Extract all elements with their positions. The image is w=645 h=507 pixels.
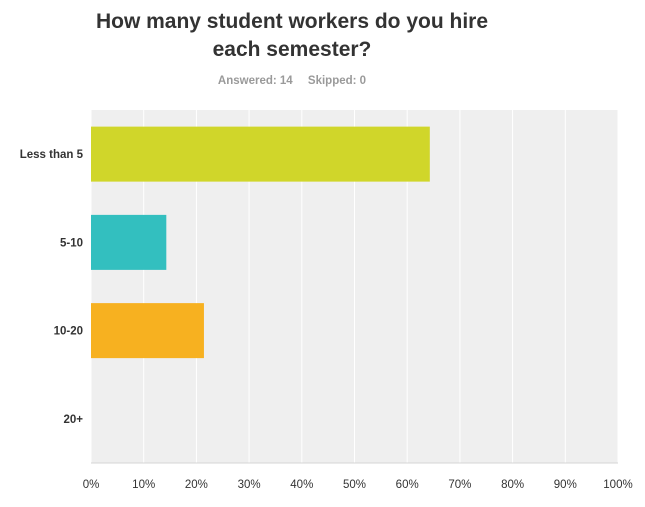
x-tick-label: 40% bbox=[290, 479, 313, 491]
chart-title: How many student workers do you hire eac… bbox=[0, 8, 584, 64]
skipped-count: Skipped: 0 bbox=[307, 75, 367, 87]
chart-title-line-1: How many student workers do you hire bbox=[95, 10, 489, 33]
x-tick-label: 80% bbox=[501, 479, 524, 491]
category-label: 20+ bbox=[63, 414, 83, 426]
x-tick-label: 100% bbox=[603, 479, 632, 491]
answered-count: Answered: 14 bbox=[217, 75, 293, 87]
category-label: Less than 5 bbox=[20, 149, 84, 161]
x-tick-label: 20% bbox=[185, 479, 208, 491]
x-tick-label: 30% bbox=[238, 479, 261, 491]
x-tick-label: 10% bbox=[132, 479, 155, 491]
chart-title-line-2: each semester? bbox=[212, 38, 372, 61]
category-label: 10-20 bbox=[54, 326, 83, 338]
bar-0 bbox=[91, 126, 430, 182]
x-tick-label: 50% bbox=[343, 479, 366, 491]
bar-2 bbox=[91, 303, 204, 359]
bar-1 bbox=[91, 214, 167, 270]
x-tick-label: 60% bbox=[396, 479, 419, 491]
x-tick-label: 90% bbox=[554, 479, 577, 491]
x-tick-label: 0% bbox=[83, 479, 100, 491]
response-summary: Answered: 14 Skipped: 0 bbox=[0, 75, 584, 87]
category-label: 5-10 bbox=[60, 237, 83, 249]
x-tick-label: 70% bbox=[448, 479, 471, 491]
